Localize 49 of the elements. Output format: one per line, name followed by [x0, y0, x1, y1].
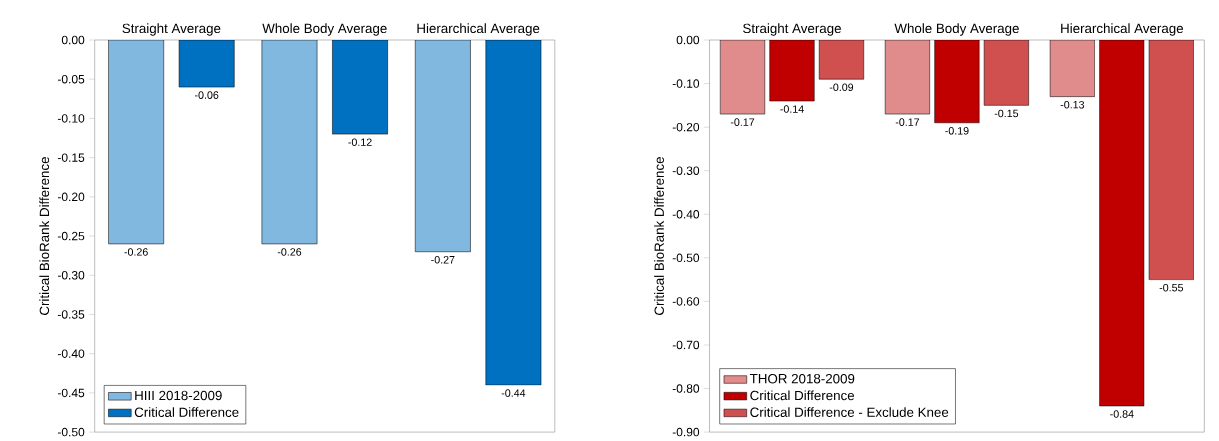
y-tick-label: -0.30 — [672, 166, 700, 175]
data-label: -0.55 — [1159, 283, 1184, 292]
y-tick-label: -0.40 — [672, 209, 700, 219]
y-tick-label: -0.45 — [57, 388, 85, 397]
y-tick-label: -0.50 — [672, 253, 700, 262]
y-tick-label: -0.70 — [672, 340, 700, 350]
data-label: -0.09 — [829, 83, 854, 91]
y-tick-label: -0.05 — [57, 74, 85, 84]
y-tick-label: -0.10 — [672, 79, 700, 88]
data-label: -0.06 — [194, 91, 219, 99]
y-tick-label: -0.15 — [57, 153, 85, 162]
data-label: -0.19 — [945, 126, 969, 135]
legend-label: THOR 2018-2009 — [749, 373, 855, 384]
y-tick-label: -0.20 — [57, 192, 85, 201]
data-label: -0.26 — [124, 247, 148, 256]
y-tick-label: 0.00 — [676, 35, 700, 45]
y-tick-label: -0.60 — [672, 296, 700, 306]
y-tick-label: -0.40 — [57, 349, 85, 358]
y-tick-label: -0.25 — [57, 231, 85, 241]
y-tick-label: -0.35 — [57, 310, 85, 319]
x-tick-label: Straight Average — [122, 23, 221, 36]
legend-label: Critical Difference - Exclude Knee — [750, 406, 949, 417]
x-tick-label: Hierarchical Average — [1061, 23, 1184, 36]
y-tick-label: -0.20 — [672, 122, 700, 132]
y-tick-label: -0.30 — [57, 270, 85, 280]
x-tick-label: Whole Body Average — [894, 23, 1019, 36]
y-axis-title: Critical BioRank Difference — [654, 156, 664, 315]
y-tick-label: -0.50 — [57, 427, 85, 437]
y-tick-label: -0.90 — [672, 427, 700, 437]
data-label: -0.12 — [348, 138, 372, 146]
y-tick-label: 0.00 — [61, 35, 85, 45]
data-label: -0.27 — [431, 255, 455, 264]
legend-label: HIII 2018-2009 — [135, 390, 222, 400]
legend-label: Critical Difference — [750, 390, 855, 400]
y-axis-title: Critical BioRank Difference — [39, 156, 50, 315]
x-tick-label: Hierarchical Average — [417, 23, 540, 36]
x-tick-label: Whole Body Average — [262, 23, 387, 36]
legend-label: Critical Difference — [134, 406, 239, 417]
y-tick-label: -0.10 — [57, 113, 85, 123]
data-label: -0.17 — [895, 118, 920, 126]
data-label: -0.15 — [994, 109, 1019, 117]
data-label: -0.26 — [277, 247, 302, 256]
data-label: -0.17 — [730, 118, 755, 126]
data-label: -0.44 — [501, 389, 526, 397]
data-label: -0.84 — [1110, 410, 1134, 418]
data-label: -0.14 — [780, 105, 804, 113]
data-label: -0.13 — [1060, 100, 1085, 109]
y-tick-label: -0.80 — [672, 384, 700, 393]
x-tick-label: Straight Average — [743, 23, 841, 36]
